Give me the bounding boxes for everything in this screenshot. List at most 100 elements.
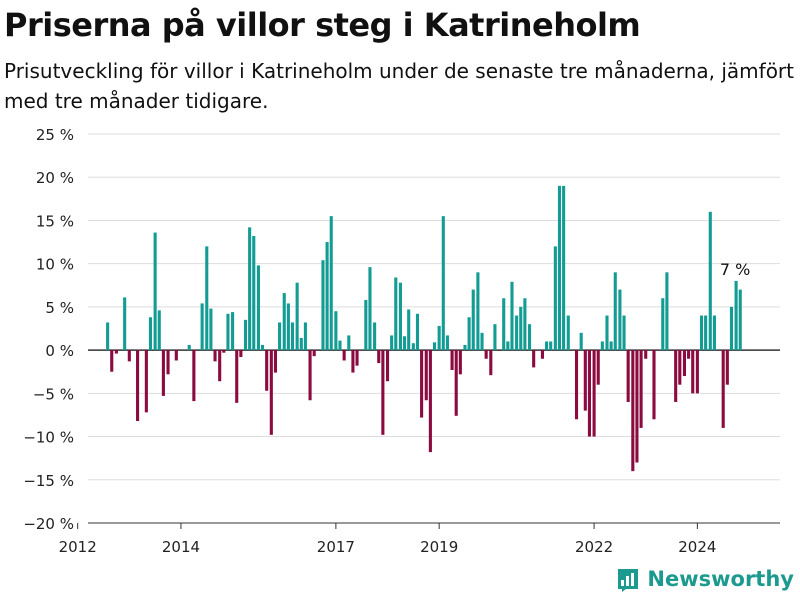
bar [243, 319, 248, 351]
bar [394, 277, 398, 351]
bar [613, 272, 617, 351]
bar [161, 350, 165, 396]
y-tick-label: −5 % [33, 385, 74, 403]
bar [231, 312, 235, 351]
bar [682, 350, 687, 377]
bar [691, 350, 695, 394]
bar [432, 342, 437, 351]
bar [364, 299, 368, 351]
y-tick-label: −20 % [23, 515, 74, 533]
bar [424, 350, 428, 401]
x-tick-label: 2022 [575, 538, 613, 556]
bar [557, 185, 562, 351]
bar [166, 350, 170, 375]
bar [239, 350, 243, 358]
bar [390, 335, 394, 351]
bar [299, 338, 303, 351]
x-tick-label: 2017 [317, 538, 355, 556]
bar [635, 350, 639, 463]
bar [261, 344, 265, 351]
bar [136, 350, 140, 421]
bar [256, 265, 260, 351]
bar [252, 236, 256, 351]
y-axis-ticks: −20 % −15 % −10 % −5 % 0 % 5 % 10 % 15 % 20 % 25 … [23, 126, 74, 533]
y-tick-label: 20 % [36, 169, 74, 187]
bar [484, 350, 488, 359]
bar [248, 227, 252, 351]
bar [674, 350, 678, 402]
bar [510, 281, 514, 351]
bar [489, 350, 493, 376]
bar [519, 306, 523, 351]
bar [114, 350, 118, 354]
bar [303, 322, 307, 351]
bar [622, 315, 626, 351]
bar [605, 315, 609, 351]
bar [278, 322, 282, 351]
bar [471, 289, 475, 351]
bar [428, 350, 432, 453]
bar [144, 350, 148, 413]
bar [342, 350, 346, 361]
bar [695, 350, 699, 394]
annotations: 7 % [720, 260, 750, 279]
bar [347, 335, 351, 351]
bar [377, 350, 381, 364]
bar [476, 272, 480, 351]
x-axis: 2012 2014 2017 2019 2022 2024 [59, 522, 780, 556]
bar [545, 341, 549, 351]
bar [411, 343, 415, 351]
y-tick-label: −10 % [23, 429, 74, 447]
grid-lines [88, 133, 780, 524]
x-tick-label: 2014 [162, 538, 200, 556]
bar [596, 350, 600, 385]
bar [562, 185, 566, 351]
bars [106, 185, 742, 472]
bar [187, 344, 191, 351]
bar [687, 350, 691, 359]
bar [437, 325, 441, 351]
bar [174, 350, 178, 361]
bar [592, 350, 596, 437]
bar [540, 350, 544, 359]
bar [355, 350, 359, 366]
bar [708, 211, 712, 351]
y-tick-label: 0 % [45, 342, 74, 360]
bar [644, 350, 648, 359]
bar [704, 315, 708, 351]
bar [308, 350, 312, 401]
y-tick-label: 15 % [36, 212, 74, 230]
bar [463, 344, 467, 351]
bar [506, 341, 510, 351]
bar [631, 350, 635, 472]
bar [127, 350, 131, 362]
bar [527, 324, 532, 351]
bar [325, 242, 329, 351]
bar [609, 341, 613, 351]
bar [381, 350, 385, 435]
bar [106, 322, 110, 351]
bar [652, 350, 656, 420]
bar [729, 306, 734, 351]
bar [226, 313, 230, 351]
bar [454, 350, 458, 416]
bar [665, 272, 669, 351]
x-tick-label: 2012 [59, 538, 97, 556]
last-value-label: 7 % [720, 260, 750, 279]
bar [373, 322, 377, 351]
x-tick-label: 2019 [420, 538, 458, 556]
bar [295, 282, 299, 351]
bar [205, 246, 209, 351]
bar [420, 350, 424, 418]
bar [626, 350, 630, 402]
page-title: Priserna på villor steg i Katrineholm [4, 6, 641, 44]
bar [200, 303, 204, 351]
bar [407, 309, 411, 351]
bar [639, 350, 643, 428]
bar [721, 350, 725, 428]
bar [661, 298, 665, 351]
bar [738, 289, 742, 351]
bar [480, 332, 484, 351]
bar [269, 350, 273, 435]
